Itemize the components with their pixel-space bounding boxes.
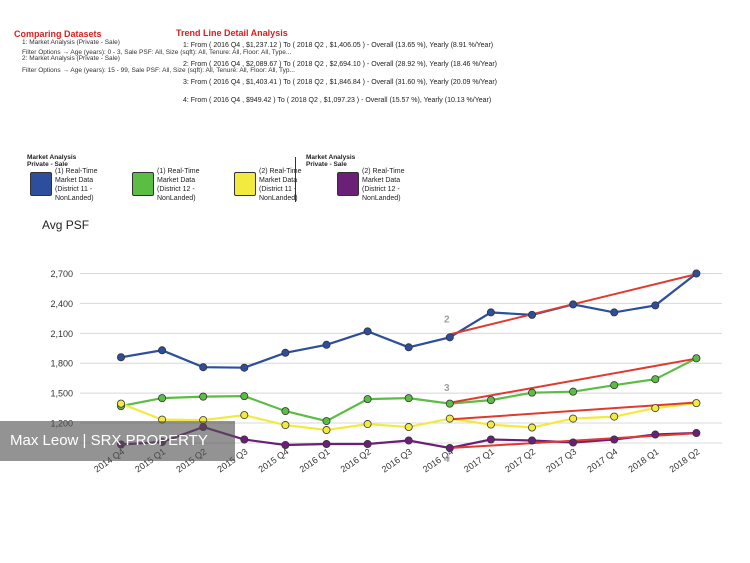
data-point <box>486 420 495 429</box>
y-tick-label: 2,400 <box>50 299 73 309</box>
data-point <box>610 435 619 444</box>
x-tick-label: 2017 Q3 <box>544 446 578 474</box>
data-point <box>158 394 167 403</box>
data-point <box>240 411 249 420</box>
data-point <box>322 417 331 426</box>
data-point <box>569 300 578 309</box>
legend-group-1-title: Market Analysis Private - Sale <box>27 154 77 168</box>
legend-label-3: (2) Real-Time Market Data (District 11 -… <box>259 168 302 202</box>
data-point <box>322 340 331 349</box>
y-tick-label: 1,500 <box>50 389 73 399</box>
data-point <box>569 387 578 396</box>
trend-label-2: 2 <box>444 314 450 325</box>
series-line-1 <box>120 272 698 369</box>
data-point <box>404 423 413 432</box>
x-tick-label: 2016 Q3 <box>380 446 414 474</box>
data-point <box>363 395 372 404</box>
legend-swatch-1 <box>30 172 52 196</box>
data-point <box>528 310 537 319</box>
trend-line-title: Trend Line Detail Analysis <box>176 28 288 38</box>
data-point <box>240 392 249 401</box>
trend-line-3-detail: 3: From ( 2016 Q4 , $1,403.41 ) To ( 201… <box>183 79 498 86</box>
data-point <box>281 440 290 449</box>
data-point <box>610 381 619 390</box>
data-point <box>486 308 495 317</box>
trend-label-3: 3 <box>444 383 450 394</box>
x-tick-label: 2018 Q1 <box>626 446 660 474</box>
legend-swatch-3 <box>234 172 256 196</box>
x-tick-label: 2017 Q4 <box>585 446 619 474</box>
data-point <box>692 399 701 408</box>
data-point <box>117 353 126 362</box>
data-point <box>569 414 578 423</box>
data-point <box>528 436 537 445</box>
data-point <box>486 396 495 405</box>
data-point <box>117 399 126 408</box>
y-tick-label: 2,100 <box>50 329 73 339</box>
data-point <box>692 429 701 438</box>
data-point <box>692 269 701 278</box>
data-point <box>404 394 413 403</box>
data-point <box>651 404 660 413</box>
data-point <box>445 443 454 452</box>
data-point <box>199 363 208 372</box>
x-tick-label: 2016 Q1 <box>298 446 332 474</box>
trend-line-2-detail: 2: From ( 2016 Q4 , $2,089.67 ) To ( 201… <box>183 61 498 68</box>
y-axis-title: Avg PSF <box>42 218 90 232</box>
data-point <box>651 430 660 439</box>
data-point <box>569 438 578 447</box>
dataset-2-label: 2: Market Analysis (Private - Sale) <box>22 55 120 62</box>
x-tick-label: 2015 Q4 <box>257 446 291 474</box>
data-point <box>158 346 167 355</box>
data-point <box>281 421 290 430</box>
x-tick-label: 2018 Q2 <box>668 446 702 474</box>
comparing-datasets-title: Comparing Datasets <box>14 29 102 39</box>
data-point <box>199 392 208 401</box>
legend-label-1: (1) Real-Time Market Data (District 11 -… <box>55 168 98 202</box>
data-point <box>404 436 413 445</box>
data-point <box>651 375 660 384</box>
watermark: Max Leow | SRX PROPERTY <box>0 421 235 461</box>
x-tick-label: 2017 Q2 <box>503 446 537 474</box>
data-point <box>404 343 413 352</box>
legend-group-2-title: Market Analysis Private - Sale <box>306 154 356 168</box>
data-point <box>692 354 701 363</box>
legend-divider <box>295 157 296 202</box>
data-point <box>486 435 495 444</box>
data-point <box>528 388 537 397</box>
data-point <box>445 333 454 342</box>
legend-label-4: (2) Real-Time Market Data (District 12 -… <box>362 168 405 202</box>
data-point <box>240 363 249 372</box>
dataset-1-label: 1: Market Analysis (Private - Sale) <box>22 39 120 46</box>
data-point <box>363 327 372 336</box>
trend-line-1-detail: 1: From ( 2016 Q4 , $1,237.12 ) To ( 201… <box>183 42 494 49</box>
data-point <box>363 420 372 429</box>
legend-swatch-4 <box>337 172 359 196</box>
data-point <box>363 439 372 448</box>
dataset-2-filter: Filter Options → Age (years): 15 - 99, S… <box>22 67 295 74</box>
x-tick-label: 2016 Q2 <box>339 446 373 474</box>
trend-label-4: 4 <box>444 454 450 465</box>
dataset-1-filter: Filter Options → Age (years): 0 - 3, Sal… <box>22 49 292 56</box>
data-point <box>651 301 660 310</box>
legend-swatch-2 <box>132 172 154 196</box>
data-point <box>445 414 454 423</box>
trend-line-4-detail: 4: From ( 2016 Q4 , $949.42 ) To ( 2018 … <box>183 97 492 104</box>
data-point <box>610 412 619 421</box>
trend-line-3 <box>449 357 697 404</box>
data-point <box>240 435 249 444</box>
data-point <box>445 399 454 408</box>
y-tick-label: 2,700 <box>50 269 73 279</box>
data-point <box>322 426 331 435</box>
data-point <box>281 407 290 416</box>
legend-label-2: (1) Real-Time Market Data (District 12 -… <box>157 168 200 202</box>
data-point <box>610 308 619 317</box>
data-point <box>281 348 290 357</box>
x-tick-label: 2017 Q1 <box>462 446 496 474</box>
y-tick-label: 1,800 <box>50 359 73 369</box>
data-point <box>322 439 331 448</box>
data-point <box>528 423 537 432</box>
